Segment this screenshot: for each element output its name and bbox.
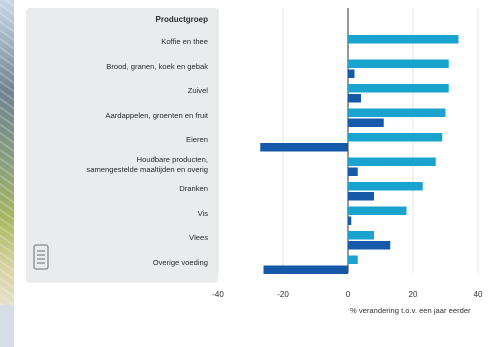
category-label-6: Dranken (179, 184, 208, 194)
bar-duurzaam-8 (348, 231, 374, 240)
bar-duurzaam-1 (348, 59, 449, 68)
x-tick-label-1: -20 (277, 290, 289, 299)
bar-duurzaam-7 (348, 206, 407, 215)
x-tick-label-4: 40 (473, 290, 483, 299)
category-label-5: Houdbare producten, samengestelde maalti… (86, 155, 208, 174)
category-label-1: Brood, granen, koek en gebak (106, 61, 208, 71)
bar-gangbaar-8 (348, 241, 391, 250)
bar-gangbaar-7 (348, 216, 352, 225)
category-label-9: Overige voeding (152, 257, 208, 267)
category-label-0: Koffie en thee (161, 37, 208, 47)
background-photo (0, 0, 14, 305)
bar-duurzaam-9 (348, 255, 358, 264)
bar-duurzaam-2 (348, 84, 449, 93)
background-photo-lower (0, 305, 14, 347)
bar-gangbaar-1 (348, 69, 355, 78)
bar-duurzaam-5 (348, 157, 436, 166)
cbs-logo-icon (33, 244, 49, 270)
bar-gangbaar-2 (348, 94, 361, 103)
category-label-3: Aardappelen, groenten en fruit (105, 110, 208, 120)
bar-duurzaam-3 (348, 108, 446, 117)
x-tick-label-0: -40 (212, 290, 224, 299)
category-label-7: Vis (197, 208, 208, 218)
bar-gangbaar-5 (348, 167, 358, 176)
x-tick-label-3: 20 (408, 290, 418, 299)
bar-gangbaar-6 (348, 192, 374, 201)
category-panel (26, 8, 218, 283)
bar-duurzaam-0 (348, 35, 459, 44)
bar-gangbaar-9 (263, 265, 348, 274)
category-label-8: Vlees (189, 233, 208, 243)
category-label-4: Eieren (186, 135, 208, 145)
bar-gangbaar-3 (348, 118, 384, 127)
bar-duurzaam-4 (348, 133, 443, 142)
category-header: Productgroep (155, 15, 208, 24)
x-tick-label-2: 0 (345, 290, 351, 299)
bar-gangbaar-4 (260, 143, 348, 152)
x-axis-title: % verandering t.o.v. een jaar eerder (350, 306, 471, 315)
bar-duurzaam-6 (348, 182, 423, 191)
category-label-2: Zuivel (187, 86, 208, 96)
